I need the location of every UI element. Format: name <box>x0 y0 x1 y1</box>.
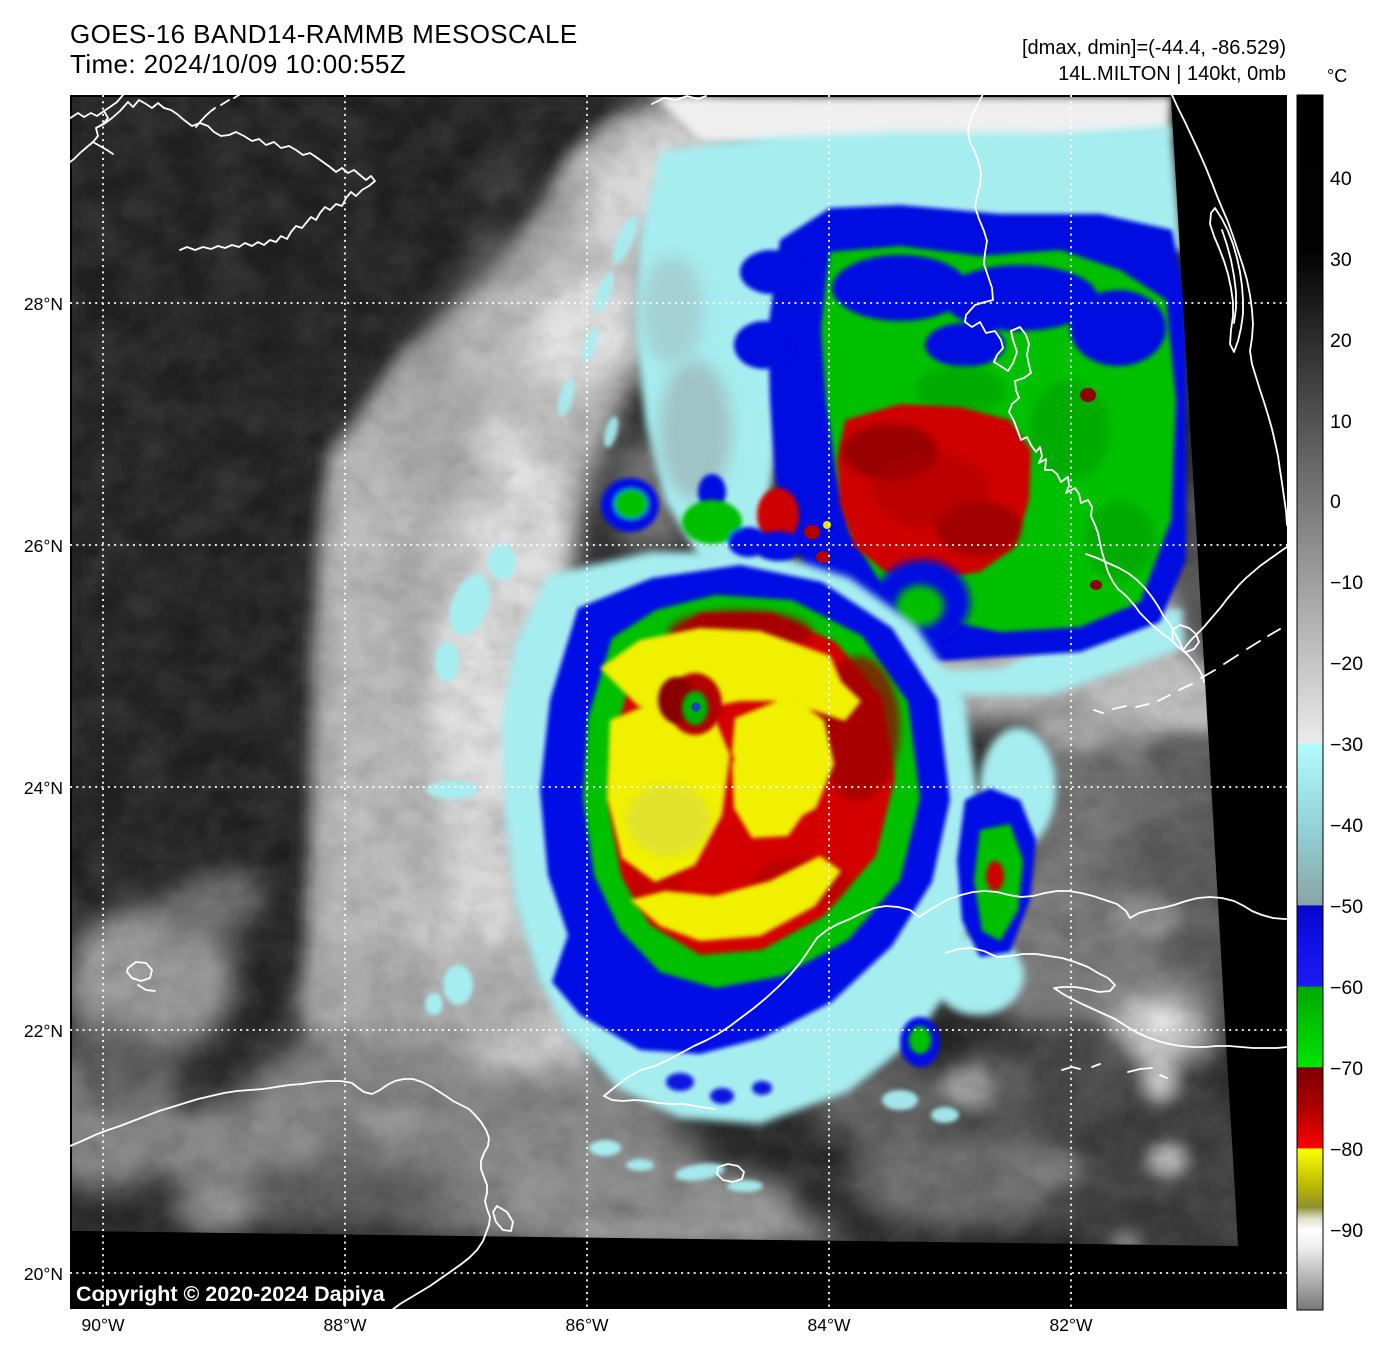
svg-text:84°W: 84°W <box>808 1315 851 1335</box>
svg-text:14L.MILTON | 140kt, 0mb: 14L.MILTON | 140kt, 0mb <box>1058 63 1286 85</box>
svg-text:28°N: 28°N <box>24 294 63 314</box>
svg-text:0: 0 <box>1330 491 1341 513</box>
svg-text:−80: −80 <box>1330 1139 1363 1161</box>
svg-text:10: 10 <box>1330 411 1352 433</box>
svg-text:40: 40 <box>1330 168 1352 190</box>
svg-text:30: 30 <box>1330 249 1352 271</box>
svg-text:−20: −20 <box>1330 653 1363 675</box>
svg-text:Time: 2024/10/09 10:00:55Z: Time: 2024/10/09 10:00:55Z <box>70 49 406 79</box>
svg-text:Copyright © 2020-2024 Dapiya: Copyright © 2020-2024 Dapiya <box>76 1282 386 1306</box>
svg-text:90°W: 90°W <box>82 1315 125 1335</box>
svg-text:−50: −50 <box>1330 896 1363 918</box>
svg-text:−40: −40 <box>1330 815 1363 837</box>
svg-text:86°W: 86°W <box>566 1315 609 1335</box>
svg-text:−30: −30 <box>1330 734 1363 756</box>
svg-text:88°W: 88°W <box>324 1315 367 1335</box>
svg-text:−70: −70 <box>1330 1058 1363 1080</box>
svg-text:[dmax, dmin]=(-44.4, -86.529): [dmax, dmin]=(-44.4, -86.529) <box>1022 37 1286 59</box>
svg-text:24°N: 24°N <box>24 778 63 798</box>
svg-text:20°N: 20°N <box>24 1264 63 1284</box>
svg-text:°C: °C <box>1327 66 1347 86</box>
svg-text:GOES-16 BAND14-RAMMB MESOSCALE: GOES-16 BAND14-RAMMB MESOSCALE <box>70 19 578 49</box>
svg-text:82°W: 82°W <box>1050 1315 1093 1335</box>
svg-text:−60: −60 <box>1330 977 1363 999</box>
svg-text:26°N: 26°N <box>24 536 63 556</box>
svg-text:−90: −90 <box>1330 1220 1363 1242</box>
svg-text:22°N: 22°N <box>24 1021 63 1041</box>
svg-text:−10: −10 <box>1330 572 1363 594</box>
svg-text:20: 20 <box>1330 330 1352 352</box>
